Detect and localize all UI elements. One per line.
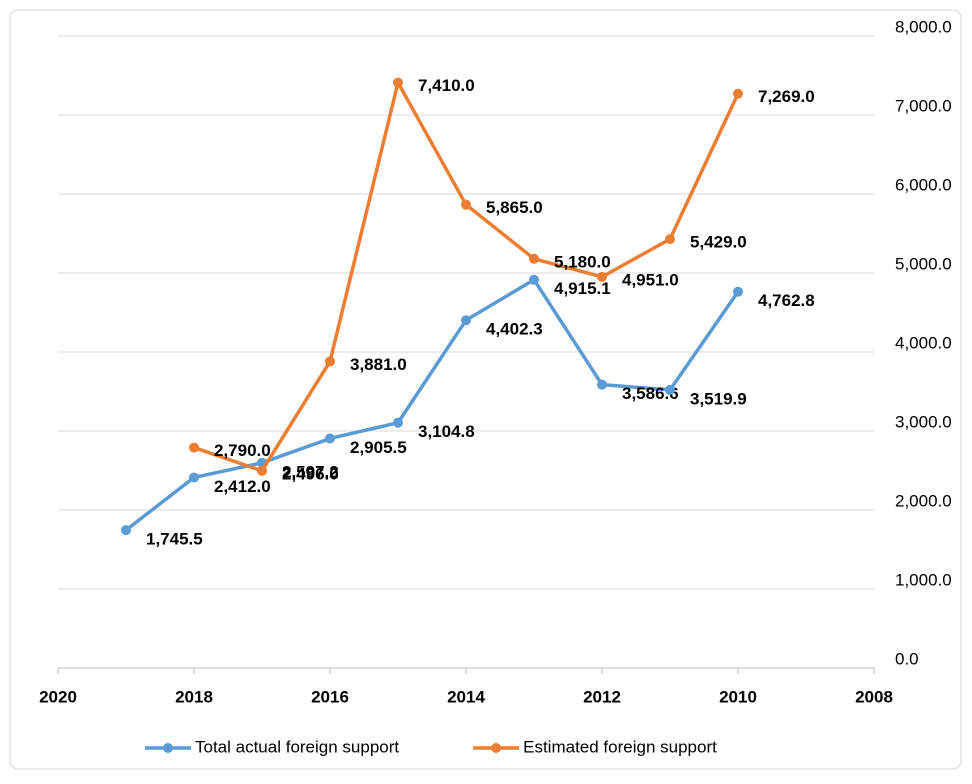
- data-label: 5,429.0: [690, 233, 747, 252]
- data-label: 2,412.0: [214, 477, 271, 496]
- legend-marker: [491, 743, 502, 753]
- point: [597, 271, 607, 282]
- y-tick-label: 4,000.0: [895, 333, 952, 352]
- data-label: 5,180.0: [554, 252, 611, 271]
- x-tick-label: 2008: [855, 687, 893, 706]
- data-label: 5,865.0: [486, 198, 543, 217]
- data-label: 2,496.0: [282, 464, 339, 483]
- x-tick-label: 2020: [39, 687, 77, 706]
- y-tick-label: 2,000.0: [895, 491, 952, 510]
- data-label: 1,745.5: [146, 530, 203, 549]
- point: [393, 77, 403, 88]
- y-tick-label: 8,000.0: [895, 17, 952, 36]
- point: [325, 433, 335, 444]
- x-tick-label: 2014: [447, 687, 485, 706]
- x-tick-label: 2012: [583, 687, 621, 706]
- point: [665, 234, 675, 245]
- legend-label: Estimated foreign support: [523, 737, 717, 756]
- point: [461, 315, 471, 326]
- point: [529, 274, 539, 285]
- point: [189, 472, 199, 483]
- point: [189, 442, 199, 453]
- data-label: 7,410.0: [418, 76, 475, 95]
- point: [121, 525, 131, 536]
- y-tick-label: 1,000.0: [895, 570, 952, 589]
- point: [665, 384, 675, 395]
- data-label: 3,586.6: [622, 384, 679, 403]
- x-tick-label: 2016: [311, 687, 349, 706]
- y-tick-label: 6,000.0: [895, 175, 952, 194]
- legend-marker: [163, 743, 173, 753]
- data-label: 4,951.0: [622, 270, 679, 289]
- point: [393, 417, 403, 428]
- point: [325, 356, 335, 367]
- y-tick-label: 0.0: [895, 649, 919, 668]
- data-label: 4,402.3: [486, 320, 543, 339]
- legend-label: Total actual foreign support: [195, 737, 399, 756]
- data-label: 4,762.8: [758, 291, 815, 310]
- y-tick-label: 5,000.0: [895, 254, 952, 273]
- point: [529, 253, 539, 264]
- point: [733, 286, 743, 297]
- point: [597, 379, 607, 390]
- y-tick-label: 7,000.0: [895, 96, 952, 115]
- data-label: 3,881.0: [350, 355, 407, 374]
- series-line: [124, 277, 740, 532]
- data-label: 2,905.5: [350, 438, 407, 457]
- data-label: 7,269.0: [758, 87, 815, 106]
- chart-frame: [9, 9, 962, 770]
- data-label: 4,915.1: [554, 279, 611, 298]
- y-tick-label: 3,000.0: [895, 412, 952, 431]
- x-tick-label: 2018: [175, 687, 213, 706]
- data-label: 3,104.8: [418, 422, 475, 441]
- data-label: 2,790.0: [214, 441, 271, 460]
- x-tick-label: 2010: [719, 687, 757, 706]
- point: [733, 88, 743, 99]
- point: [461, 199, 471, 210]
- data-label: 2,597.2: [282, 462, 339, 481]
- point: [257, 465, 267, 476]
- data-label: 3,519.9: [690, 389, 747, 408]
